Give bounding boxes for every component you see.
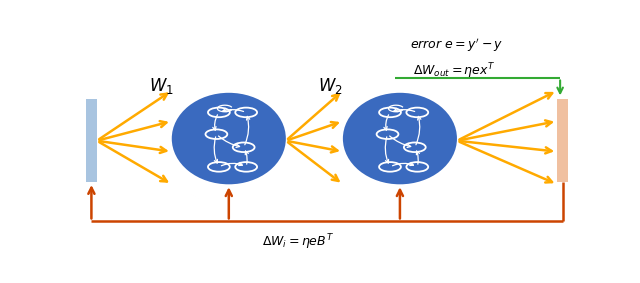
- Text: $\mathit{error}\ e = y' - y$: $\mathit{error}\ e = y' - y$: [410, 36, 504, 53]
- Text: $\Delta W_{out} = \eta e x^T$: $\Delta W_{out} = \eta e x^T$: [413, 61, 496, 81]
- Text: $W_2$: $W_2$: [318, 76, 343, 96]
- FancyBboxPatch shape: [557, 99, 568, 182]
- Ellipse shape: [343, 93, 457, 184]
- Text: $\Delta W_i = \eta e B^T$: $\Delta W_i = \eta e B^T$: [262, 232, 334, 252]
- Text: $W_1$: $W_1$: [149, 76, 174, 96]
- FancyBboxPatch shape: [86, 99, 97, 182]
- Ellipse shape: [172, 93, 286, 184]
